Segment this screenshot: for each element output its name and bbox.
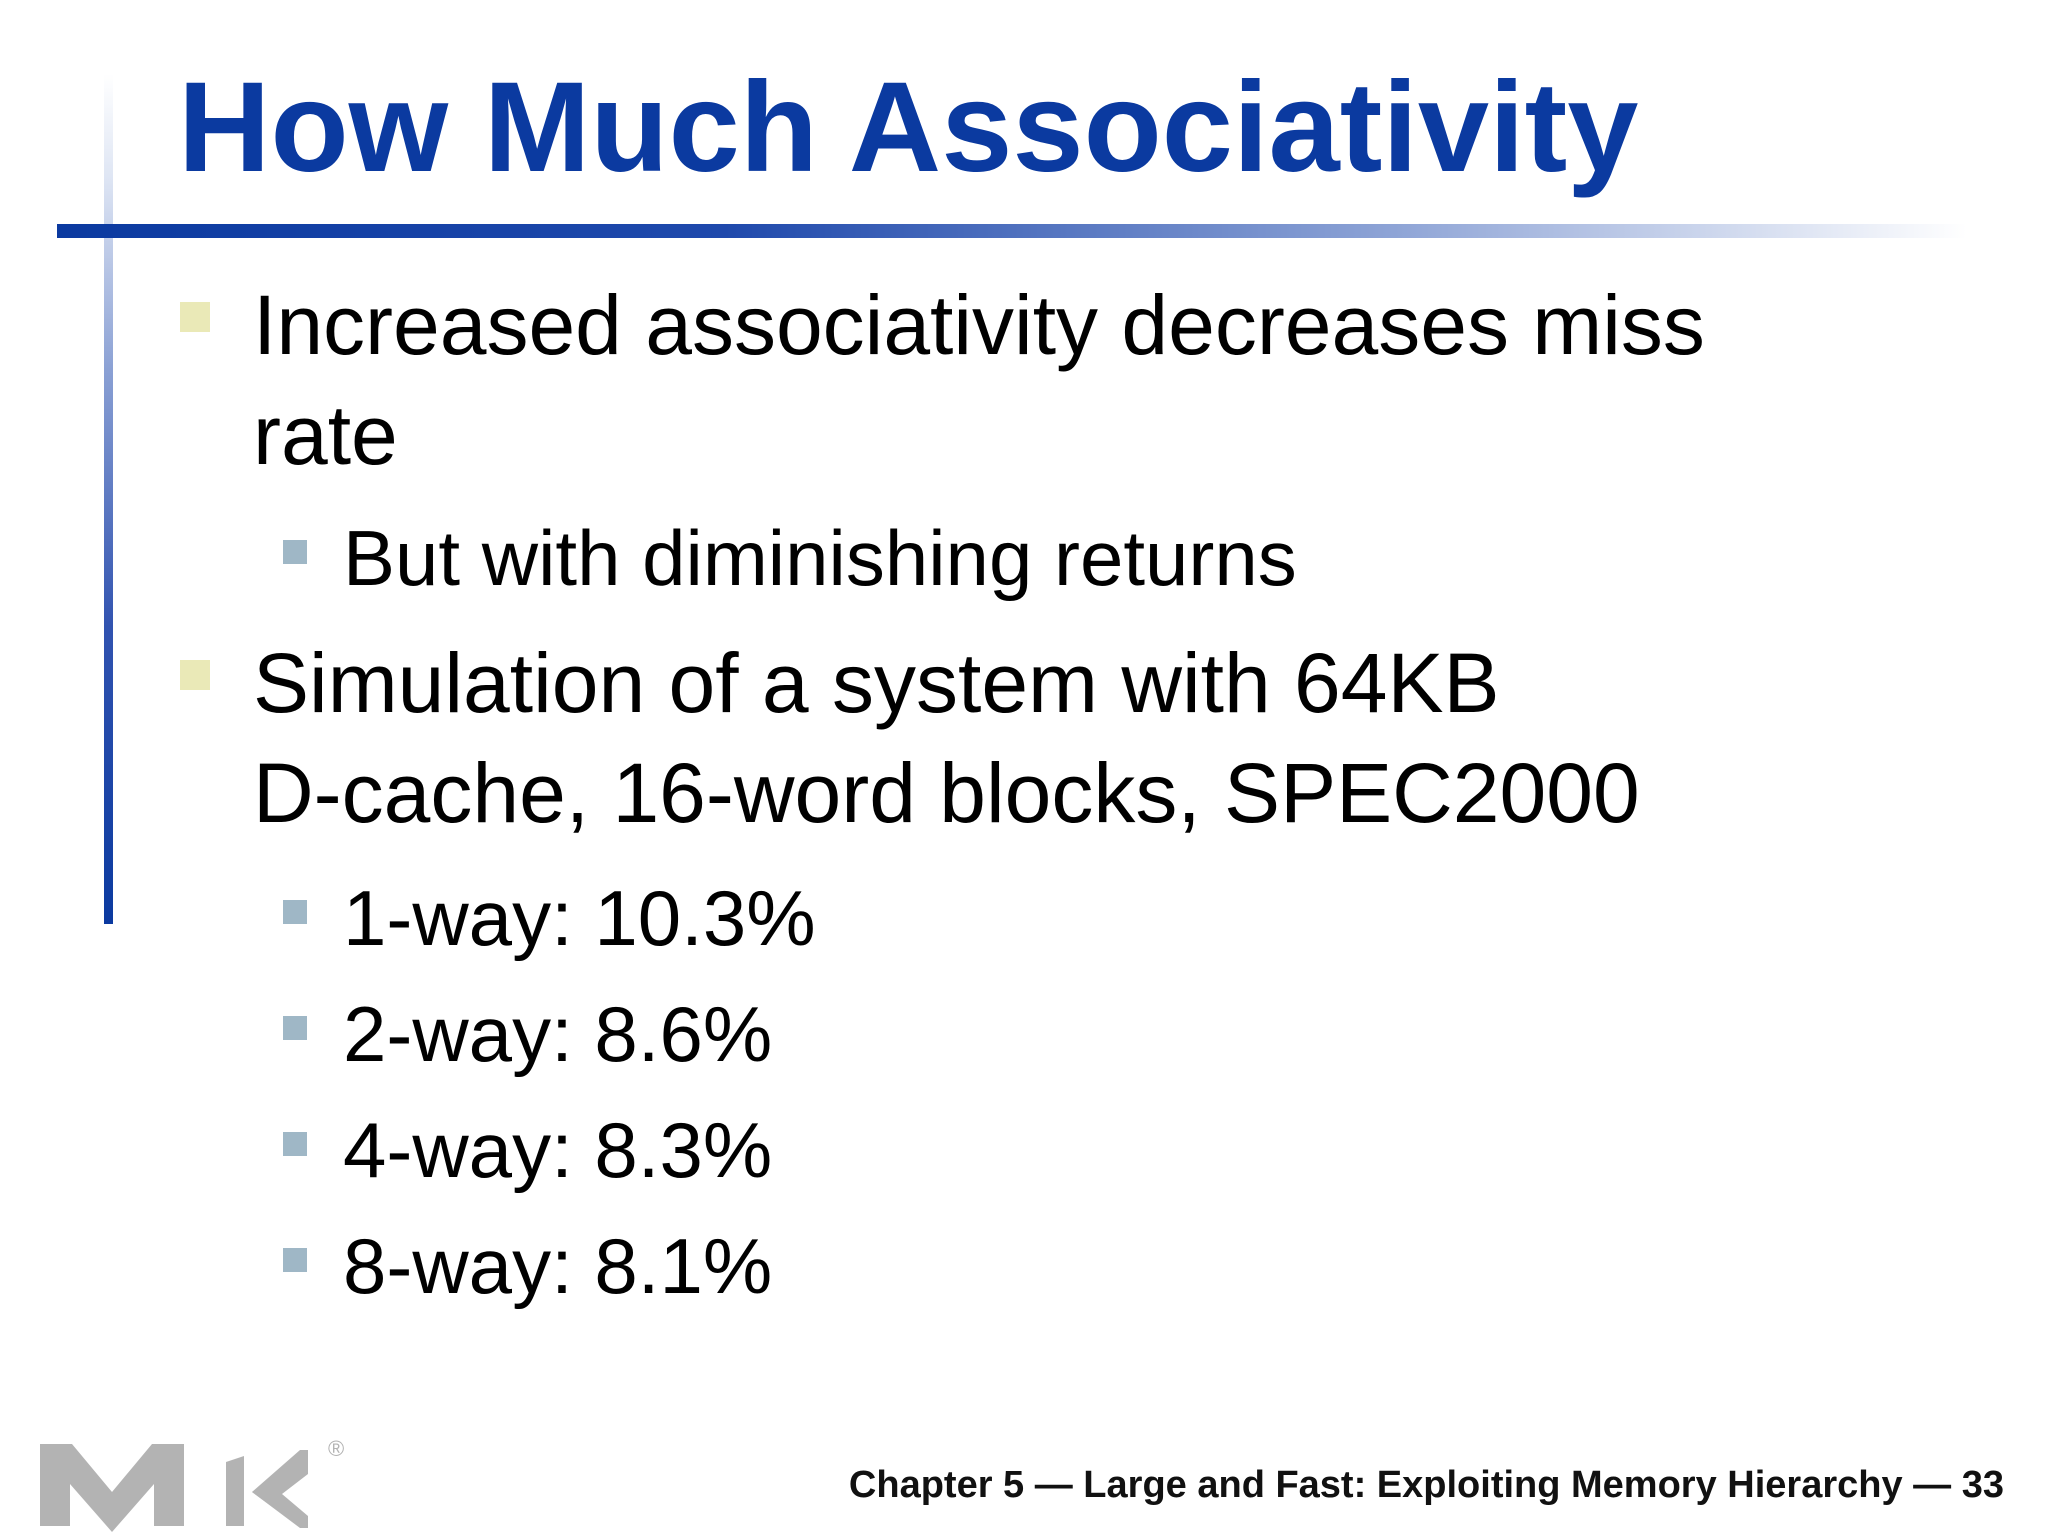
- logo-k-bar: [226, 1456, 244, 1526]
- sub-bullet-marker: [283, 900, 307, 924]
- mk-logo: ®: [40, 1436, 344, 1532]
- sub-bullet-marker: [283, 1248, 307, 1272]
- sub-bullet-marker: [283, 540, 307, 564]
- bullet-text: Increased associativity decreases miss r…: [253, 278, 1705, 482]
- sub-bullet-text: 4-way: 8.3%: [343, 1106, 773, 1194]
- logo-k-notch: [252, 1478, 274, 1508]
- sub-bullet-text: 2-way: 8.6%: [343, 990, 773, 1078]
- logo-m-shape: [40, 1444, 184, 1532]
- footer-text: Chapter 5 — Large and Fast: Exploiting M…: [848, 1464, 2004, 1506]
- registered-mark: ®: [328, 1436, 344, 1461]
- title-underline-rule: [57, 224, 1967, 238]
- left-accent-rule: [104, 74, 113, 924]
- sub-bullet-marker: [283, 1132, 307, 1156]
- bullet-marker: [180, 660, 210, 690]
- sub-bullet-text: But with diminishing returns: [343, 514, 1297, 602]
- bullet-text-line1: Simulation of a system with 64KB: [253, 636, 1500, 730]
- bullet-text-line2: D-cache, 16-word blocks, SPEC2000: [253, 746, 1640, 840]
- bullet-marker: [180, 302, 210, 332]
- slide-title: How Much Associativity: [178, 56, 1639, 199]
- sub-bullet-text: 8-way: 8.1%: [343, 1222, 773, 1310]
- sub-bullet-marker: [283, 1016, 307, 1040]
- sub-bullet-text: 1-way: 10.3%: [343, 874, 816, 962]
- logo-k-chevron: [252, 1450, 308, 1528]
